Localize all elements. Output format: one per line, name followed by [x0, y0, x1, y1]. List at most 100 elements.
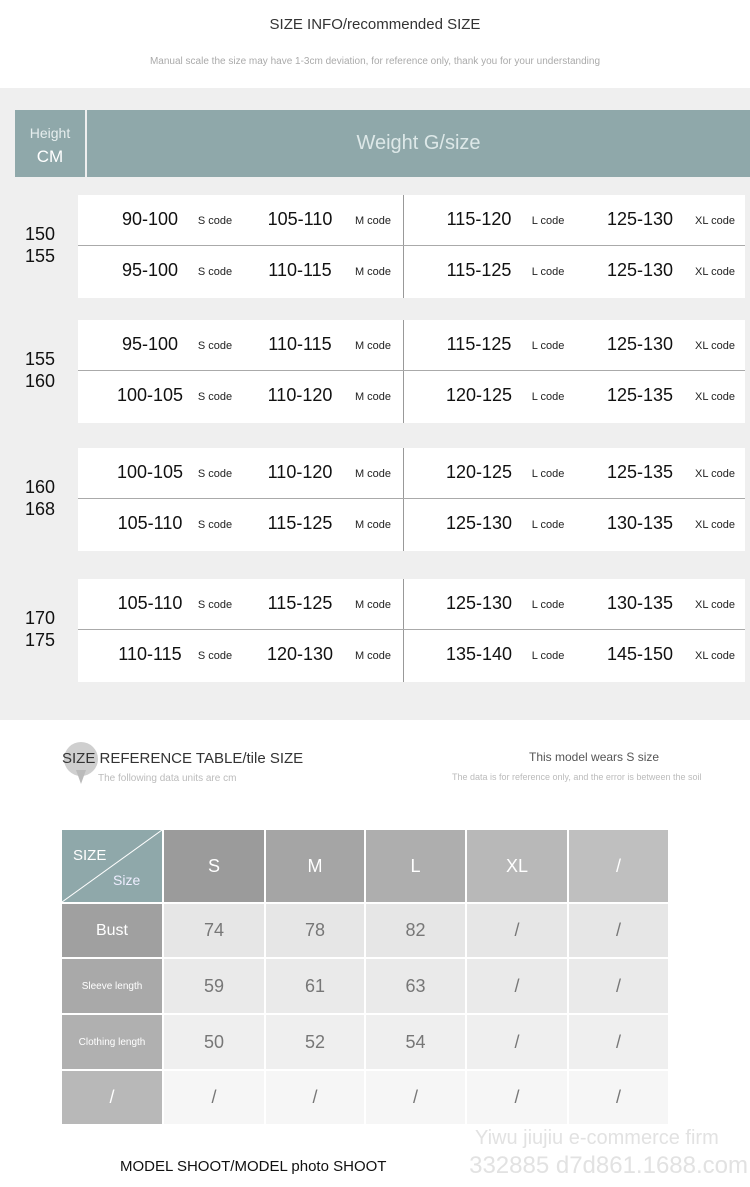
watermark-line1: Yiwu jiujiu e-commerce firm	[475, 1127, 719, 1149]
weight-range: 110-115	[268, 260, 332, 280]
height-max: 155	[25, 246, 56, 266]
divider	[403, 195, 404, 298]
measure-label: Sleeve length	[62, 959, 162, 1013]
model-size: This model wears S size	[529, 750, 660, 764]
table-row: 105-110 S code 115-125 M code 125-130 L code 1…	[78, 579, 745, 629]
size-code: XL code	[695, 391, 735, 403]
weight-range: 95-100	[121, 260, 179, 280]
weight-range: 105-110	[117, 593, 183, 613]
size-code: L code	[531, 340, 565, 352]
weight-range: 115-125	[446, 260, 512, 280]
height-header: Height CM	[15, 110, 85, 177]
size-code: S code	[197, 340, 233, 352]
measure-value: /	[569, 904, 668, 957]
diagonal-line	[62, 830, 162, 902]
size-code: L code	[531, 391, 565, 403]
weight-range: 130-135	[606, 593, 674, 613]
page-title: SIZE INFO/recommended SIZE	[269, 16, 481, 33]
weight-range: 95-100	[121, 334, 179, 354]
weight-range: 105-110	[117, 513, 183, 533]
size-code: M code	[354, 599, 392, 611]
weight-range: 120-130	[266, 644, 334, 664]
divider	[78, 245, 745, 246]
size-code: M code	[354, 650, 392, 662]
table-row: 100-105 S code 110-120 M code 120-125 L code 1…	[78, 371, 745, 421]
size-code: L code	[531, 599, 565, 611]
height-range: 155 160	[25, 348, 55, 392]
table-row: 90-100 S code 105-110 M code 115-120 L code 12…	[78, 195, 745, 245]
height-min: 150	[25, 224, 56, 244]
measure-value: /	[164, 1071, 264, 1124]
weight-range: 110-120	[267, 385, 333, 405]
weight-range: 120-125	[445, 385, 513, 405]
divider	[403, 448, 404, 551]
size-column-header: XL	[467, 830, 567, 902]
size-code: S code	[197, 599, 233, 611]
size-code: XL code	[695, 599, 735, 611]
corner-top: SIZE	[73, 847, 107, 864]
measure-value: 74	[164, 904, 264, 957]
size-column-header: L	[366, 830, 465, 902]
measure-value: /	[569, 1015, 668, 1069]
top-section	[0, 0, 750, 88]
pin-tail-icon	[76, 770, 86, 784]
table-row: 105-110 S code 115-125 M code 125-130 L code 1…	[78, 499, 745, 549]
table-row: 100-105 S code 110-120 M code 120-125 L code 1…	[78, 448, 745, 498]
measure-value: 54	[366, 1015, 465, 1069]
height-unit: CM	[36, 147, 64, 166]
weight-range: 115-125	[267, 513, 333, 533]
size-code: M code	[354, 215, 392, 227]
size-code: S code	[197, 468, 233, 480]
size-group: 100-105 S code 110-120 M code 120-125 L code 1…	[78, 448, 745, 551]
weight-range: 125-130	[606, 260, 674, 280]
weight-range: 100-105	[116, 385, 184, 405]
measure-value: 50	[164, 1015, 264, 1069]
weight-range: 115-120	[446, 209, 512, 229]
weight-range: 90-100	[121, 209, 179, 229]
size-code: M code	[354, 391, 392, 403]
measure-value: 82	[366, 904, 465, 957]
height-range: 170 175	[25, 607, 55, 651]
size-column-header: /	[569, 830, 668, 902]
divider	[78, 629, 745, 630]
divider	[78, 498, 745, 499]
measure-value: 52	[266, 1015, 364, 1069]
height-max: 160	[25, 371, 56, 391]
divider	[78, 370, 745, 371]
weight-range: 145-150	[606, 644, 674, 664]
height-min: 170	[25, 608, 56, 628]
measure-value: 59	[164, 959, 264, 1013]
measure-label: Clothing length	[62, 1015, 162, 1069]
weight-header: Weight G/size	[87, 110, 750, 177]
divider	[403, 320, 404, 423]
measure-value: /	[569, 959, 668, 1013]
reference-subtitle: The following data units are cm	[98, 773, 237, 784]
height-label: Height	[29, 125, 71, 141]
size-group: 105-110 S code 115-125 M code 125-130 L code 1…	[78, 579, 745, 682]
height-min: 160	[25, 477, 56, 497]
measure-value: /	[569, 1071, 668, 1124]
height-max: 175	[25, 630, 56, 650]
size-code: S code	[197, 391, 233, 403]
measure-value: /	[467, 1015, 567, 1069]
model-note: The data is for reference only, and the …	[452, 772, 702, 782]
weight-range: 115-125	[267, 593, 333, 613]
weight-range: 105-110	[267, 209, 333, 229]
size-group: 95-100 S code 110-115 M code 115-125 L code 12…	[78, 320, 745, 423]
size-code: S code	[197, 266, 233, 278]
measure-label: Bust	[62, 904, 162, 957]
table-row: 110-115 S code 120-130 M code 135-140 L code 1…	[78, 630, 745, 680]
weight-range: 110-115	[268, 334, 332, 354]
weight-range: 125-130	[606, 209, 674, 229]
weight-range: 125-130	[606, 334, 674, 354]
size-code: XL code	[695, 266, 735, 278]
measure-value: /	[467, 959, 567, 1013]
weight-range: 130-135	[606, 513, 674, 533]
corner-cell: SIZE Size	[62, 830, 162, 902]
size-code: S code	[197, 650, 233, 662]
size-code: M code	[354, 340, 392, 352]
weight-range: 110-115	[118, 644, 182, 664]
size-code: XL code	[695, 650, 735, 662]
size-code: L code	[531, 215, 565, 227]
size-code: S code	[197, 519, 233, 531]
